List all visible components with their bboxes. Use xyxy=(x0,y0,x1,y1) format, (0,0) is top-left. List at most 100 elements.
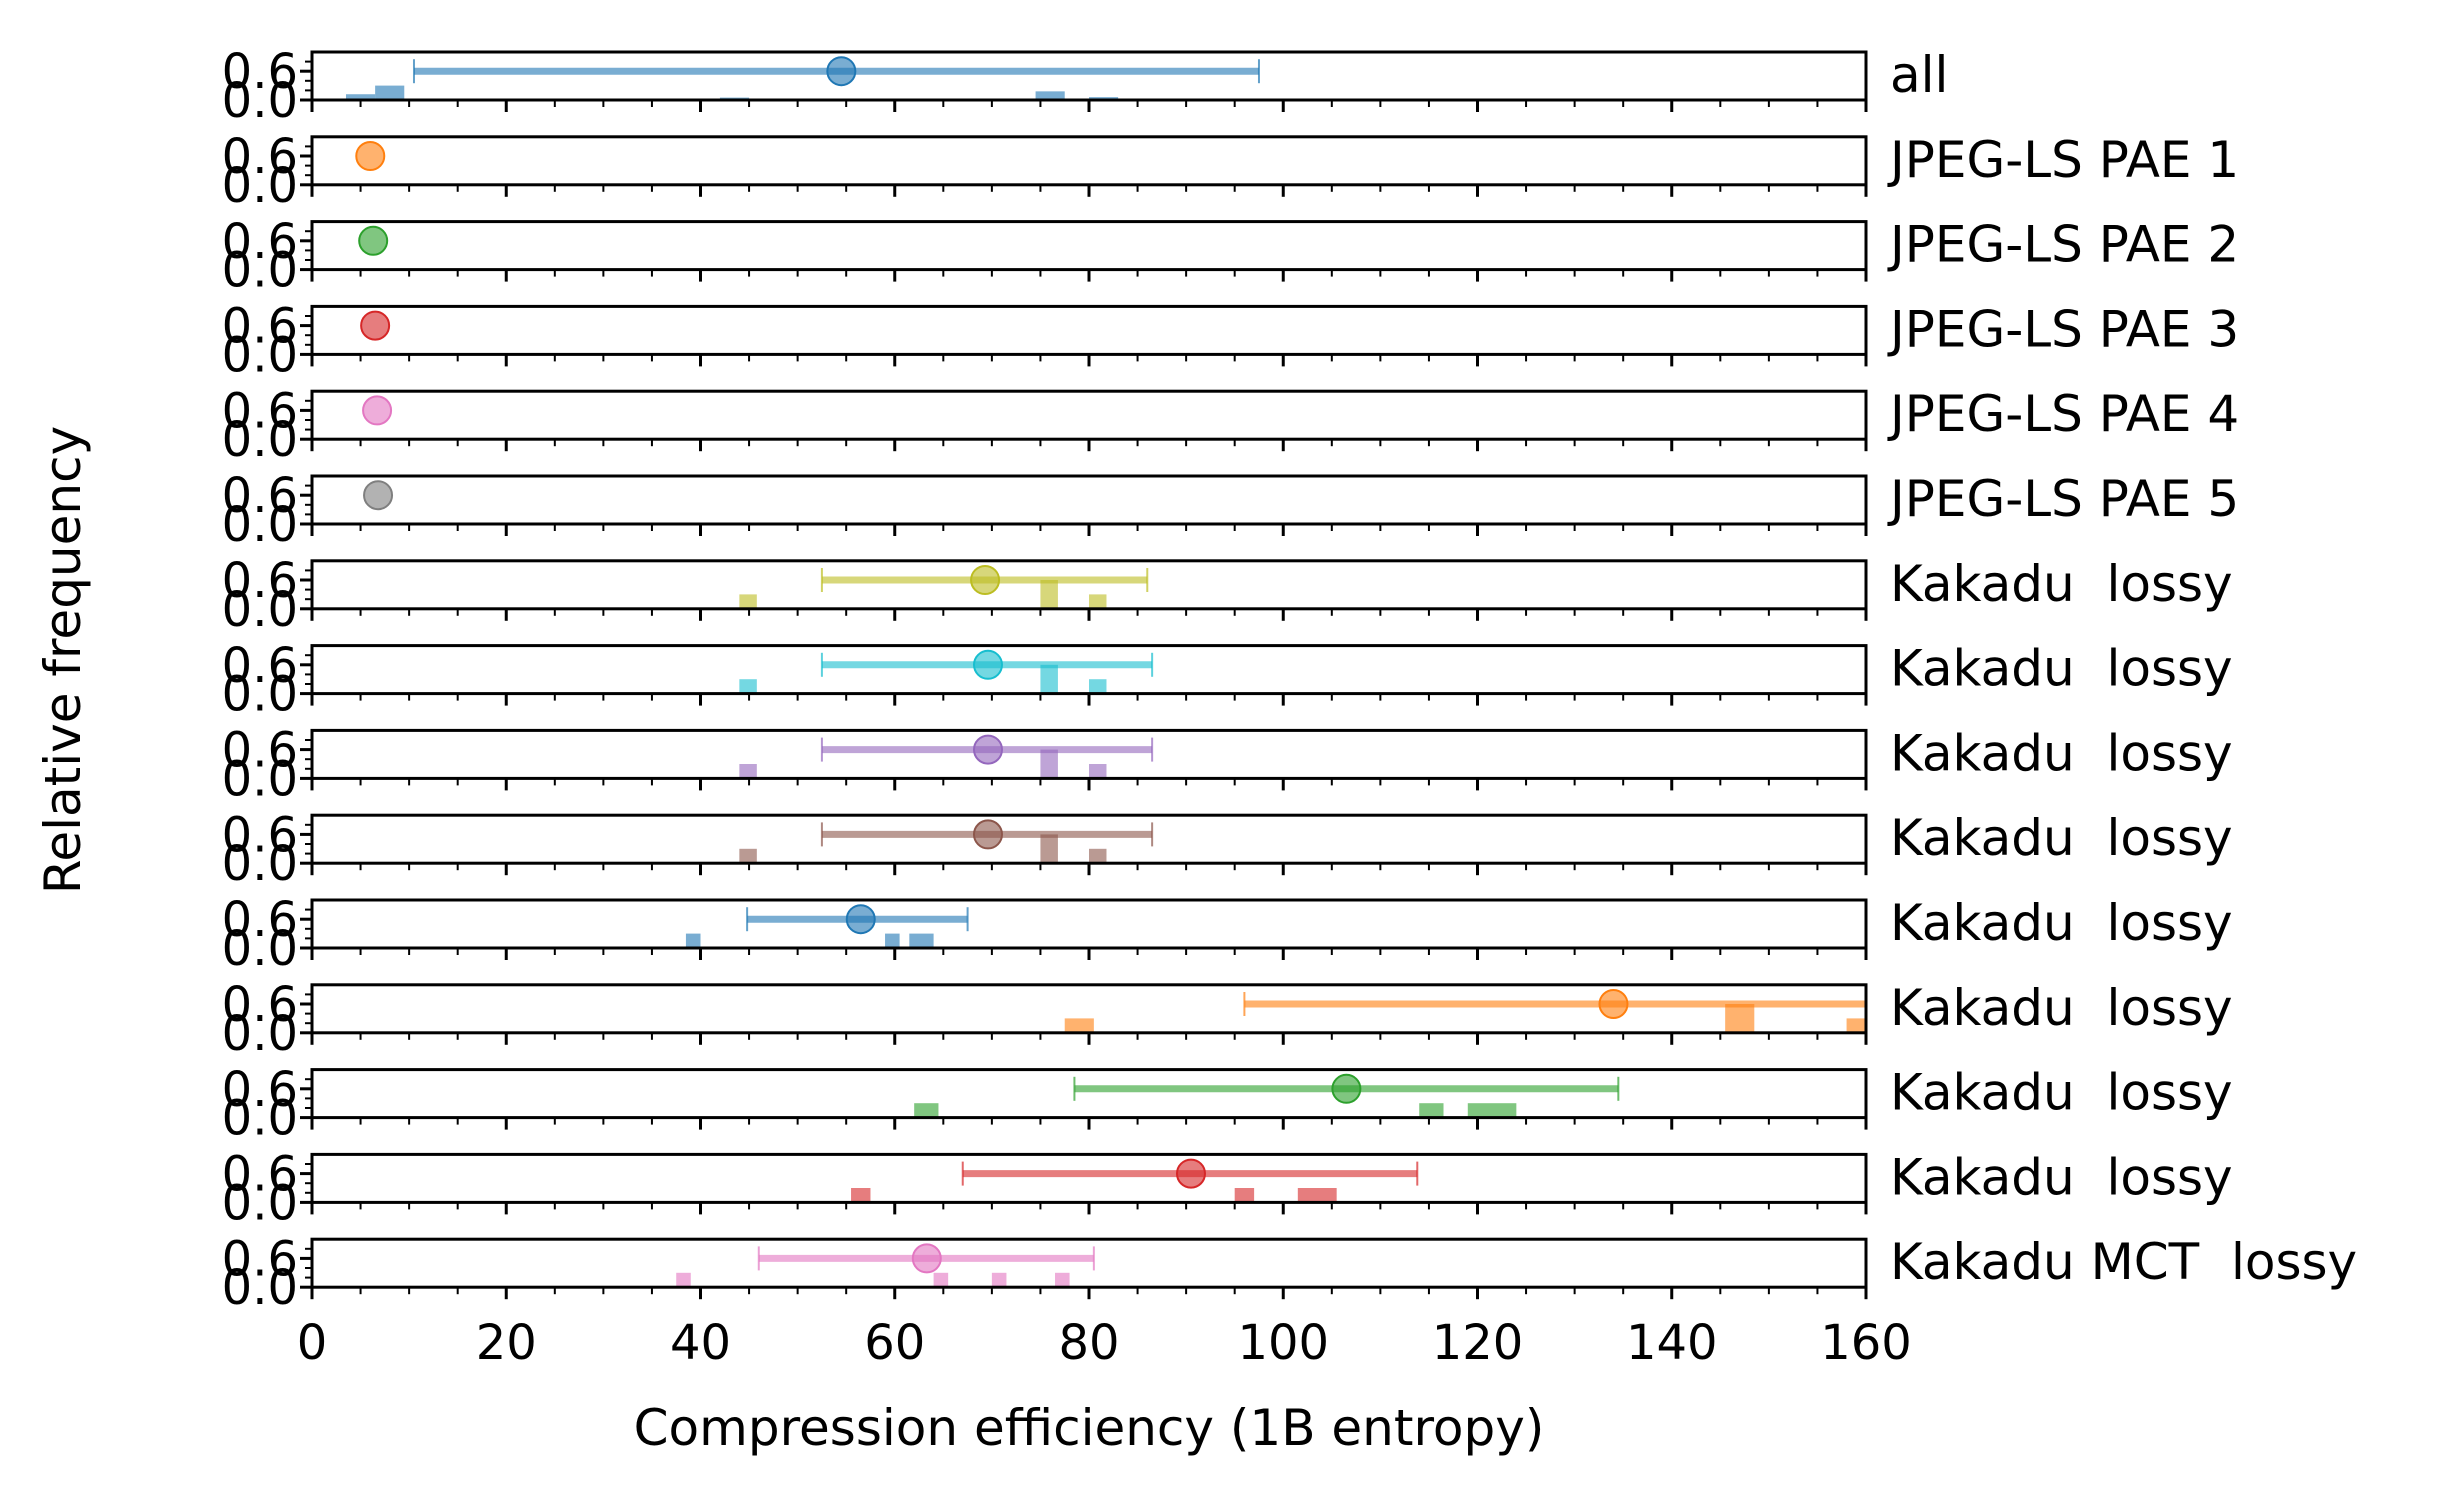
hist-bar-14-3 xyxy=(1055,1272,1070,1288)
hist-bar-11-0 xyxy=(1064,1018,1094,1033)
mean-marker-4 xyxy=(362,395,393,426)
y-tick-label-11-0: 0.0 xyxy=(222,1006,298,1062)
y-tick-label-5-0.6: 0.6 xyxy=(222,468,298,524)
x-tick-label-0: 0 xyxy=(297,1315,328,1371)
row-label-0: all xyxy=(1890,46,1948,104)
mean-marker-6 xyxy=(970,565,1001,595)
panel-7: 0.00.6 Kakadu lossy xyxy=(222,638,2233,723)
y-tick-label-3-0.6: 0.6 xyxy=(222,299,298,355)
hist-bar-12-1 xyxy=(1419,1103,1444,1118)
row-label-10: Kakadu lossy xyxy=(1890,894,2233,952)
x-tick-label-40: 40 xyxy=(670,1315,731,1371)
y-tick-label-6-0: 0.0 xyxy=(222,582,298,638)
y-tick-label-11-0.6: 0.6 xyxy=(222,977,298,1033)
x-tick-label-140: 140 xyxy=(1626,1315,1718,1371)
panel-frame-10 xyxy=(310,898,1868,950)
row-label-3: JPEG-LS PAE 3 xyxy=(1887,300,2239,358)
panel-frame-4 xyxy=(310,389,1868,441)
mean-marker-12 xyxy=(1331,1073,1362,1104)
y-tick-label-2-0: 0.0 xyxy=(222,243,298,299)
panel-0: 0.00.6 all xyxy=(222,44,1949,129)
x-tick-label-160: 160 xyxy=(1820,1315,1912,1371)
y-tick-label-7-0: 0.0 xyxy=(222,667,298,723)
row-label-14: Kakadu MCT lossy xyxy=(1890,1233,2357,1291)
y-tick-label-4-0: 0.0 xyxy=(222,412,298,468)
y-tick-label-4-0.6: 0.6 xyxy=(222,383,298,439)
hist-bar-13-0 xyxy=(851,1188,871,1203)
row-label-2: JPEG-LS PAE 2 xyxy=(1887,216,2239,274)
x-tick-label-120: 120 xyxy=(1432,1315,1524,1371)
y-tick-label-14-0: 0.0 xyxy=(222,1260,298,1316)
x-tick-label-80: 80 xyxy=(1058,1315,1119,1371)
hist-bar-0-3 xyxy=(1035,91,1065,100)
panel-frame-2 xyxy=(310,220,1868,272)
y-axis-label: Relative frequency xyxy=(34,426,92,894)
y-tick-label-1-0.6: 0.6 xyxy=(222,129,298,185)
mean-marker-9 xyxy=(972,819,1003,850)
x-tick-label-60: 60 xyxy=(864,1315,925,1371)
row-label-12: Kakadu lossy xyxy=(1890,1064,2233,1122)
hist-bar-8-0 xyxy=(739,764,757,779)
mean-marker-13 xyxy=(1175,1158,1206,1189)
panel-frame-3 xyxy=(310,304,1868,356)
y-tick-label-9-0: 0.0 xyxy=(222,836,298,892)
hist-bar-6-2 xyxy=(1089,594,1107,609)
y-tick-label-3-0: 0.0 xyxy=(222,327,298,383)
y-tick-label-13-0.6: 0.6 xyxy=(222,1147,298,1203)
hist-bar-6-1 xyxy=(1040,580,1058,609)
mean-marker-14 xyxy=(911,1243,942,1274)
panel-8: 0.00.6 Kakadu lossy xyxy=(222,723,2233,808)
panel-5: 0.00.6 JPEG-LS PAE 5 xyxy=(222,468,2240,553)
hist-bar-9-2 xyxy=(1089,848,1107,864)
panel-11: 0.00.6 Kakadu lossy xyxy=(222,977,2233,1062)
hist-bar-10-1 xyxy=(885,933,900,948)
panel-frame-13 xyxy=(310,1152,1868,1204)
hist-bar-11-2 xyxy=(1846,1018,1866,1033)
hist-bar-14-1 xyxy=(933,1272,949,1288)
hist-bar-9-0 xyxy=(739,848,757,864)
panel-frame-14 xyxy=(310,1237,1868,1289)
y-tick-label-2-0.6: 0.6 xyxy=(222,214,298,270)
y-tick-label-6-0.6: 0.6 xyxy=(222,553,298,609)
row-label-9: Kakadu lossy xyxy=(1890,809,2233,867)
hist-bar-8-2 xyxy=(1089,764,1107,779)
panel-12: 0.00.6 Kakadu lossy xyxy=(222,1062,2233,1147)
y-tick-label-12-0.6: 0.6 xyxy=(222,1062,298,1118)
y-tick-label-14-0.6: 0.6 xyxy=(222,1231,298,1287)
y-tick-label-13-0: 0.0 xyxy=(222,1175,298,1231)
row-label-4: JPEG-LS PAE 4 xyxy=(1887,385,2239,443)
panel-13: 0.00.6 Kakadu lossy xyxy=(222,1147,2233,1232)
mean-marker-0 xyxy=(826,56,857,87)
mean-marker-3 xyxy=(360,310,391,341)
mean-marker-11 xyxy=(1598,989,1629,1019)
y-tick-label-9-0.6: 0.6 xyxy=(222,807,298,863)
row-label-11: Kakadu lossy xyxy=(1890,979,2233,1037)
row-label-13: Kakadu lossy xyxy=(1890,1148,2233,1206)
hist-bar-7-2 xyxy=(1089,679,1107,694)
panel-frame-1 xyxy=(310,135,1868,187)
x-axis-label: Compression efficiency (1B entropy) xyxy=(634,1399,1545,1457)
hist-bar-0-0 xyxy=(345,94,376,100)
panel-frame-12 xyxy=(310,1068,1868,1120)
y-tick-label-1-0: 0.0 xyxy=(222,158,298,214)
row-label-8: Kakadu lossy xyxy=(1890,724,2233,782)
panel-9: 0.00.6 Kakadu lossy xyxy=(222,807,2233,892)
hist-bar-11-1 xyxy=(1725,1004,1755,1033)
row-label-1: JPEG-LS PAE 1 xyxy=(1887,131,2239,189)
mean-marker-8 xyxy=(972,734,1003,765)
y-tick-label-0-0.6: 0.6 xyxy=(222,44,298,100)
row-label-7: Kakadu lossy xyxy=(1890,640,2233,698)
y-tick-label-0-0: 0.0 xyxy=(222,73,298,129)
y-tick-label-10-0: 0.0 xyxy=(222,921,298,977)
hist-bar-12-0 xyxy=(914,1103,939,1118)
y-tick-label-5-0: 0.0 xyxy=(222,497,298,553)
hist-bar-7-1 xyxy=(1040,664,1058,694)
x-axis: 0 20 40 60 80 100 120 140 160 xyxy=(297,1315,1912,1371)
x-tick-label-20: 20 xyxy=(476,1315,537,1371)
hist-bar-13-2 xyxy=(1297,1188,1337,1203)
hist-bar-14-0 xyxy=(676,1272,691,1288)
panel-frame-0 xyxy=(310,50,1868,102)
panel-6: 0.00.6 Kakadu lossy xyxy=(222,553,2233,638)
